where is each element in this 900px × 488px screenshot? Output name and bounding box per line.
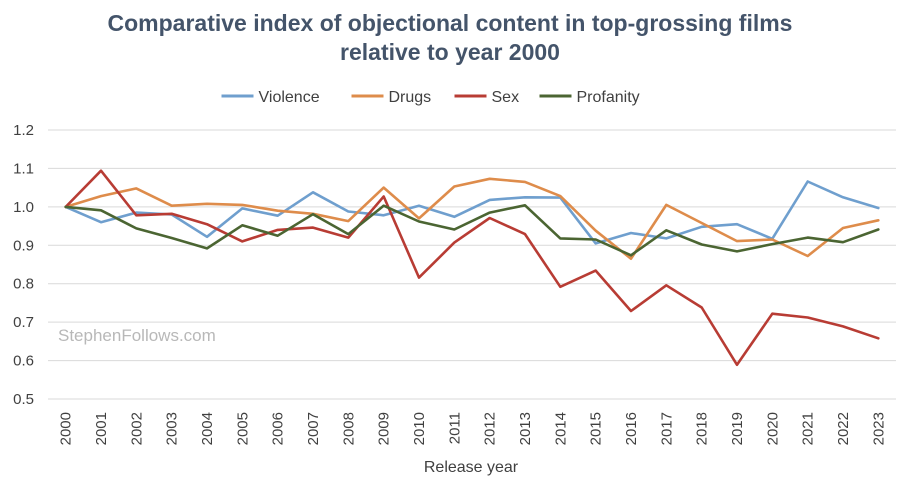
x-tick-label: 2008 [340,412,357,445]
x-axis-ticks: 2000 2001 2002 2003 2004 2005 2006 2007 2008 2009… [58,412,888,445]
x-tick-label: 2004 [199,412,216,445]
x-tick-label: 2005 [234,412,251,445]
x-axis-title: Release year [424,459,519,476]
chart-title-line-2: relative to year 2000 [340,39,560,65]
x-tick-label: 2009 [376,412,393,445]
x-tick-label: 2010 [411,412,428,445]
series-lines [64,169,880,367]
x-tick-label: 2017 [658,412,675,445]
x-tick-label: 2013 [517,412,534,445]
legend-item-profanity: Profanity [539,89,640,106]
x-tick-label: 2018 [694,412,711,445]
legend: Violence Drugs Sex Profanity [221,89,640,106]
y-tick-label: 0.8 [13,276,34,293]
series-line-profanity [64,204,880,257]
x-tick-label: 2023 [870,412,887,445]
y-tick-label: 0.7 [13,314,34,331]
legend-item-violence: Violence [221,89,320,106]
y-tick-label: 0.9 [13,237,34,254]
x-tick-label: 2019 [729,412,746,445]
legend-item-drugs: Drugs [351,89,432,106]
x-tick-label: 2015 [588,412,605,445]
y-tick-label: 0.6 [13,353,34,370]
legend-label: Sex [492,89,520,106]
x-tick-label: 2021 [800,412,817,445]
series-line-drugs [64,177,880,261]
series-line-sex [64,169,880,367]
x-tick-label: 2016 [623,412,640,445]
x-tick-label: 2001 [93,412,110,445]
x-tick-label: 2002 [128,412,145,445]
legend-label: Profanity [577,89,640,106]
x-tick-label: 2003 [164,412,181,445]
x-tick-label: 2014 [552,412,569,445]
y-tick-label: 0.5 [13,391,34,408]
legend-label: Drugs [389,89,432,106]
series-line-violence [64,180,880,245]
x-tick-label: 2000 [58,412,75,445]
x-tick-label: 2007 [305,412,322,445]
x-tick-label: 2022 [835,412,852,445]
y-tick-label: 1.1 [13,160,34,177]
watermark-text: StephenFollows.com [58,326,216,345]
x-tick-label: 2006 [270,412,287,445]
legend-label: Violence [259,89,320,106]
x-tick-label: 2011 [446,412,463,444]
gridlines [48,129,896,400]
y-tick-label: 1.0 [13,199,34,216]
x-tick-label: 2020 [764,412,781,445]
y-axis-ticks: 0.5 0.6 0.7 0.8 0.9 1.0 1.1 1.2 [13,122,34,408]
legend-item-sex: Sex [454,89,520,106]
chart-title-line-1: Comparative index of objectional content… [108,10,793,36]
y-tick-label: 1.2 [13,122,34,139]
x-tick-label: 2012 [482,412,499,445]
